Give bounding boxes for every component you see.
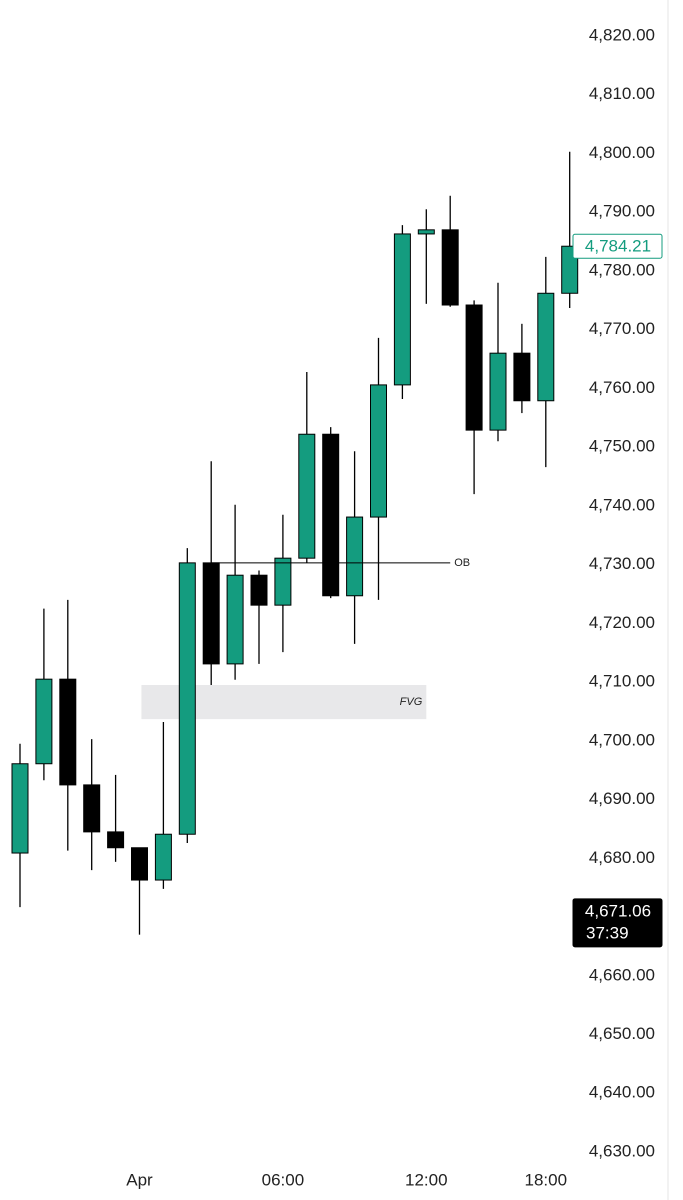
- y-tick-label: 4,780.00: [589, 260, 655, 279]
- y-tick-label: 4,740.00: [589, 495, 655, 514]
- x-tick-label: 06:00: [262, 1170, 305, 1189]
- x-tick-label: 18:00: [525, 1170, 568, 1189]
- candle-body: [202, 562, 220, 665]
- y-tick-label: 4,680.00: [589, 848, 655, 867]
- candle-body: [274, 557, 292, 606]
- candle-body: [513, 352, 531, 402]
- x-tick-label: 12:00: [405, 1170, 448, 1189]
- y-tick-label: 4,750.00: [589, 437, 655, 456]
- candle-body: [465, 304, 483, 431]
- candle-body: [226, 574, 244, 665]
- candle-body: [59, 678, 77, 786]
- candle-body: [417, 229, 435, 235]
- price-label-box: [572, 898, 663, 948]
- candle-body: [11, 763, 29, 854]
- y-tick-label: 4,700.00: [589, 730, 655, 749]
- candle-body: [346, 516, 364, 597]
- y-tick-label: 4,650.00: [589, 1024, 655, 1043]
- candle-body: [107, 831, 125, 849]
- y-tick-label: 4,810.00: [589, 84, 655, 103]
- candle-body: [178, 562, 196, 835]
- y-tick-label: 4,660.00: [589, 965, 655, 984]
- y-tick-label: 4,730.00: [589, 554, 655, 573]
- y-tick-label: 4,820.00: [589, 25, 655, 44]
- candle-body: [131, 847, 148, 881]
- x-tick-label: Apr: [126, 1170, 153, 1189]
- y-tick-label: 4,800.00: [589, 143, 655, 162]
- candle-body: [298, 433, 316, 559]
- y-tick-label: 4,690.00: [589, 789, 655, 808]
- price-label: 4,671.06: [585, 901, 651, 920]
- candle-body: [322, 433, 340, 597]
- ob-label: OB: [454, 557, 470, 569]
- countdown-label: 37:39: [586, 923, 629, 942]
- candle-body: [441, 229, 459, 306]
- candle-body: [154, 833, 172, 881]
- y-tick-label: 4,790.00: [589, 202, 655, 221]
- candle-body: [35, 678, 53, 765]
- candle-body: [370, 384, 387, 518]
- candle-body: [393, 233, 411, 386]
- y-tick-label: 4,720.00: [589, 613, 655, 632]
- price-label-box: [572, 233, 663, 259]
- candle-body: [83, 784, 101, 833]
- candle-body: [489, 352, 507, 431]
- candle-body: [537, 292, 555, 402]
- y-tick-label: 4,640.00: [589, 1083, 655, 1102]
- y-tick-label: 4,760.00: [589, 378, 655, 397]
- y-tick-label: 4,710.00: [589, 672, 655, 691]
- candle-body: [250, 574, 268, 606]
- y-tick-label: 4,770.00: [589, 319, 655, 338]
- price-label: 4,784.21: [585, 237, 651, 256]
- y-tick-label: 4,630.00: [589, 1141, 655, 1160]
- fvg-label: FVG: [400, 696, 423, 708]
